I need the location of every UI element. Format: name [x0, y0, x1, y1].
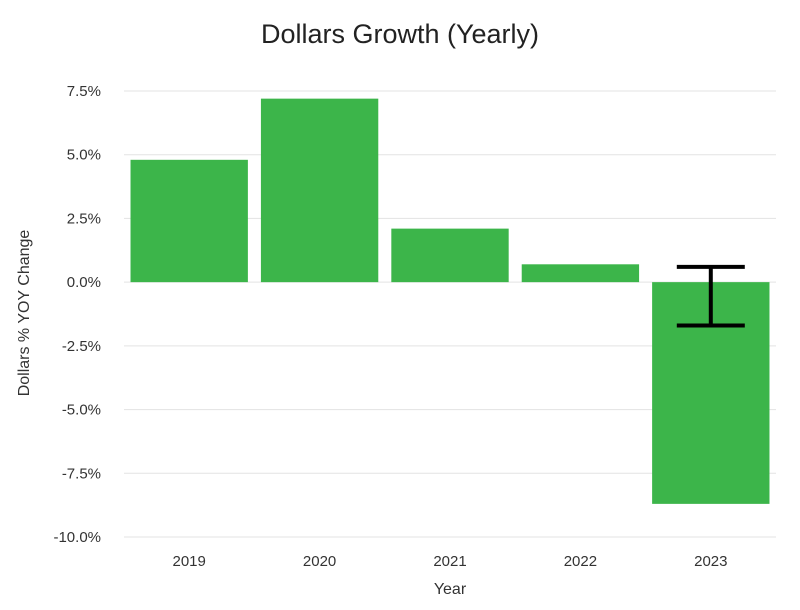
- bar-2021: [391, 228, 509, 283]
- x-tick-label: 2020: [303, 553, 336, 570]
- y-tick-label: 0.0%: [67, 274, 101, 291]
- y-axis-label: Dollars % YOY Change: [16, 230, 33, 397]
- bar-2019: [130, 159, 248, 283]
- x-tick-label: 2023: [694, 553, 727, 570]
- y-tick-label: -5.0%: [62, 402, 101, 419]
- y-tick-label: 2.5%: [67, 210, 101, 227]
- y-tick-label: 5.0%: [67, 147, 101, 164]
- error-bars: [676, 264, 745, 328]
- chart-title: Dollars Growth (Yearly): [261, 19, 539, 49]
- y-tick-label: 7.5%: [67, 83, 101, 100]
- y-axis-ticks: 7.5% 5.0% 2.5% 0.0% -2.5% -5.0% -7.5% -10.0%: [53, 83, 101, 546]
- x-axis-ticks: 2019 2020 2021 2022 2023: [173, 553, 728, 570]
- y-tick-label: -2.5%: [62, 338, 101, 355]
- bars: [130, 98, 770, 504]
- x-tick-label: 2022: [564, 553, 597, 570]
- y-tick-label: -10.0%: [53, 529, 101, 546]
- bar-2022: [521, 264, 640, 283]
- x-axis-label: Year: [434, 581, 467, 598]
- x-tick-label: 2021: [433, 553, 466, 570]
- bar-2020: [260, 98, 379, 283]
- y-tick-label: -7.5%: [62, 465, 101, 482]
- x-tick-label: 2019: [173, 553, 206, 570]
